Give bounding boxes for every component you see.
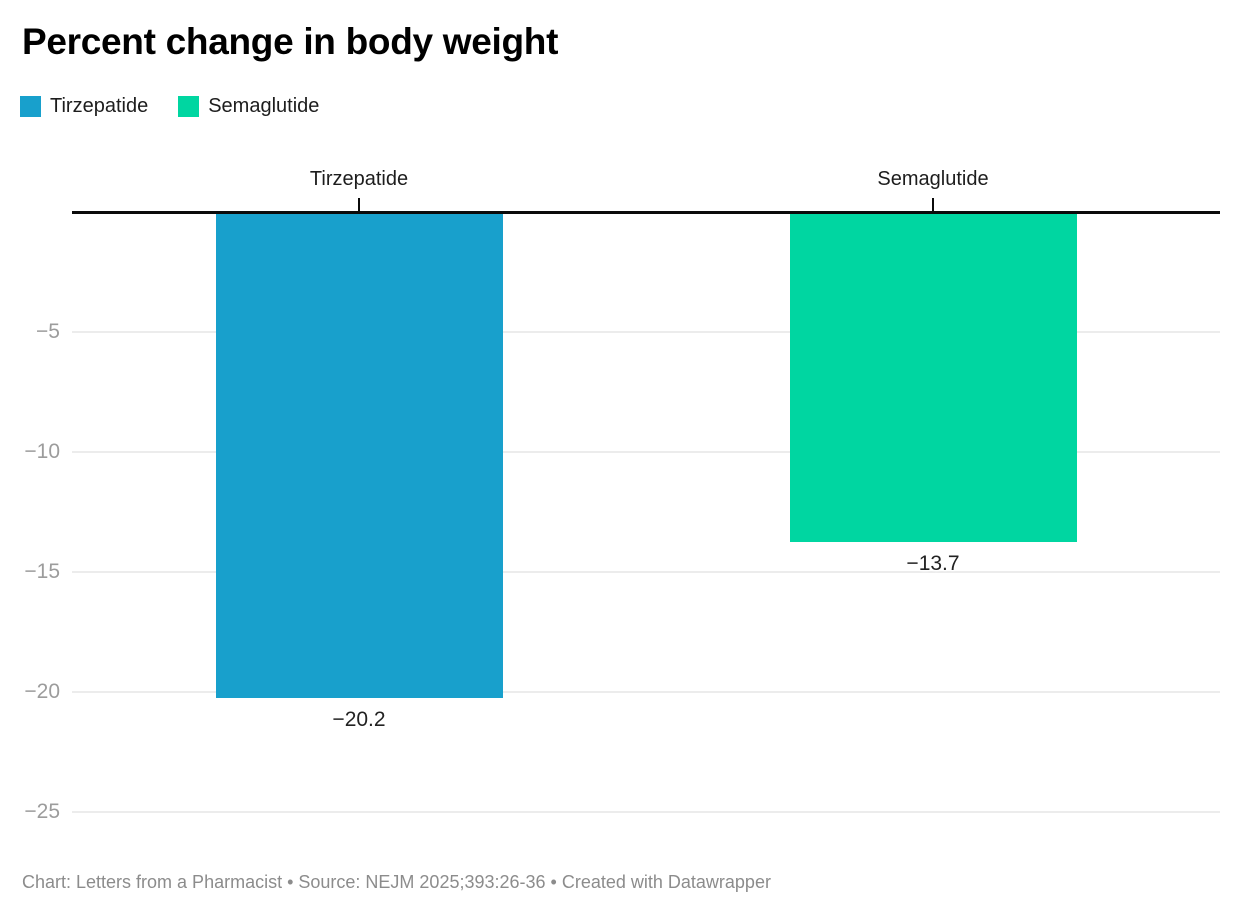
- y-axis-tick-label: −5: [36, 320, 60, 343]
- bar-tirzepatide: [215, 213, 503, 699]
- chart-title: Percent change in body weight: [22, 21, 559, 62]
- legend-swatch-semaglutide: [178, 96, 200, 117]
- y-gridline: [72, 810, 1220, 813]
- legend-label: Semaglutide: [208, 95, 320, 117]
- legend-label: Tirzepatide: [50, 95, 149, 117]
- zero-baseline: [72, 211, 1220, 214]
- y-axis-tick-label: −20: [24, 680, 60, 703]
- y-gridline: [72, 330, 1220, 333]
- y-axis-tick-label: −25: [24, 800, 60, 823]
- category-tick: [357, 198, 361, 211]
- category-tick: [931, 198, 935, 211]
- legend-swatch-tirzepatide: [20, 96, 41, 117]
- y-axis-tick-label: −15: [24, 560, 60, 583]
- y-gridline: [72, 450, 1220, 453]
- category-label-tirzepatide: Tirzepatide: [309, 168, 409, 190]
- value-label-semaglutide: −13.7: [906, 552, 960, 576]
- legend: Tirzepatide Semaglutide: [20, 95, 319, 118]
- legend-item-semaglutide: Semaglutide: [178, 95, 319, 118]
- y-axis-tick-label: −10: [24, 440, 60, 463]
- y-gridline: [72, 690, 1220, 693]
- category-label-semaglutide: Semaglutide: [877, 168, 989, 190]
- value-label-tirzepatide: −20.2: [332, 708, 386, 732]
- bar-semaglutide: [789, 213, 1077, 543]
- legend-item-tirzepatide: Tirzepatide: [20, 95, 148, 118]
- y-gridline: [72, 570, 1220, 573]
- chart-footer: Chart: Letters from a Pharmacist • Sourc…: [22, 872, 771, 892]
